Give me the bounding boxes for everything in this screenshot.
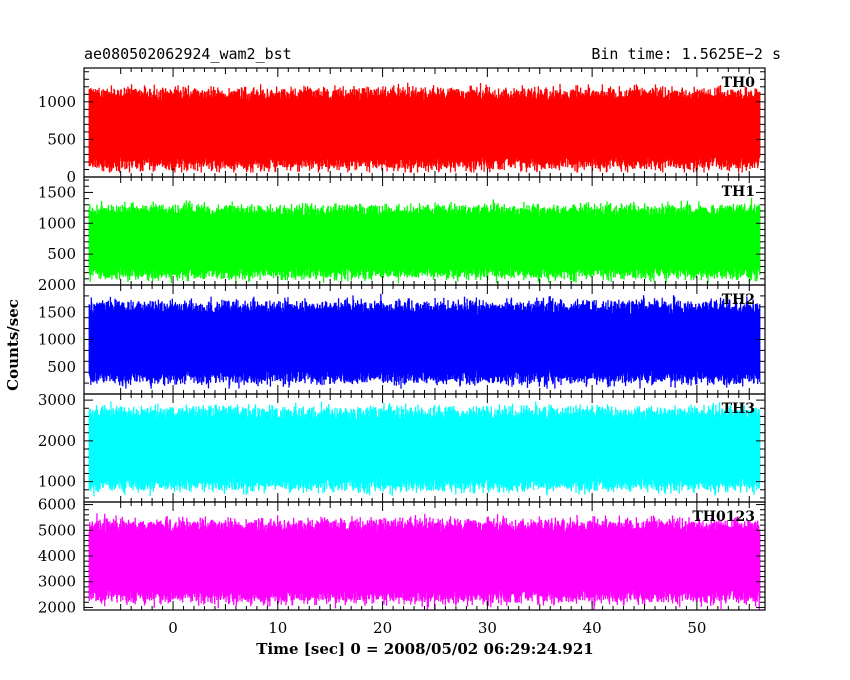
y-tick-label-th1: 500 bbox=[47, 245, 76, 263]
x-tick-label: 30 bbox=[478, 619, 497, 637]
y-tick-label-th0: 500 bbox=[47, 130, 76, 148]
series-trace-th3 bbox=[88, 401, 761, 497]
y-tick-label-th0123: 5000 bbox=[38, 521, 76, 539]
x-tick-label: 20 bbox=[373, 619, 392, 637]
y-tick-label-th3: 1000 bbox=[38, 473, 76, 491]
y-tick-label-th0: 0 bbox=[66, 168, 76, 186]
y-tick-label-th2: 500 bbox=[47, 358, 76, 376]
y-tick-label-th0123: 3000 bbox=[38, 573, 76, 591]
panel-label-th1: TH1 bbox=[722, 184, 755, 200]
series-trace-th2 bbox=[88, 293, 761, 389]
y-tick-label-th1: 1000 bbox=[38, 214, 76, 232]
y-tick-label-th0: 1000 bbox=[38, 93, 76, 111]
chart-title-left: ae080502062924_wam2_bst bbox=[84, 45, 292, 63]
y-tick-label-th2: 1500 bbox=[38, 303, 76, 321]
chart-title-right: Bin time: 1.5625E−2 s bbox=[591, 45, 781, 63]
y-tick-label-th1: 1500 bbox=[38, 183, 76, 201]
panel-label-th0123: TH0123 bbox=[692, 509, 755, 525]
x-tick-label: 50 bbox=[687, 619, 706, 637]
panel-label-th2: TH2 bbox=[722, 292, 755, 308]
panel-label-th3: TH3 bbox=[722, 401, 755, 417]
series-trace-th0 bbox=[88, 82, 761, 173]
y-tick-label-th3: 3000 bbox=[38, 391, 76, 409]
series-trace-th1 bbox=[88, 197, 761, 284]
series-trace-th0123 bbox=[88, 513, 761, 610]
y-tick-label-th2: 1000 bbox=[38, 331, 76, 349]
y-axis-label: Counts/sec bbox=[4, 299, 22, 391]
x-axis-label: Time [sec] 0 = 2008/05/02 06:29:24.921 bbox=[256, 640, 593, 658]
x-tick-label: 10 bbox=[268, 619, 287, 637]
x-tick-label: 0 bbox=[168, 619, 178, 637]
y-tick-label-th2: 2000 bbox=[38, 276, 76, 294]
y-tick-label-th3: 2000 bbox=[38, 432, 76, 450]
y-tick-label-th0123: 2000 bbox=[38, 598, 76, 616]
panel-label-th0: TH0 bbox=[722, 75, 756, 91]
y-tick-label-th0123: 6000 bbox=[38, 496, 76, 514]
x-tick-label: 40 bbox=[583, 619, 602, 637]
y-tick-label-th0123: 4000 bbox=[38, 547, 76, 565]
